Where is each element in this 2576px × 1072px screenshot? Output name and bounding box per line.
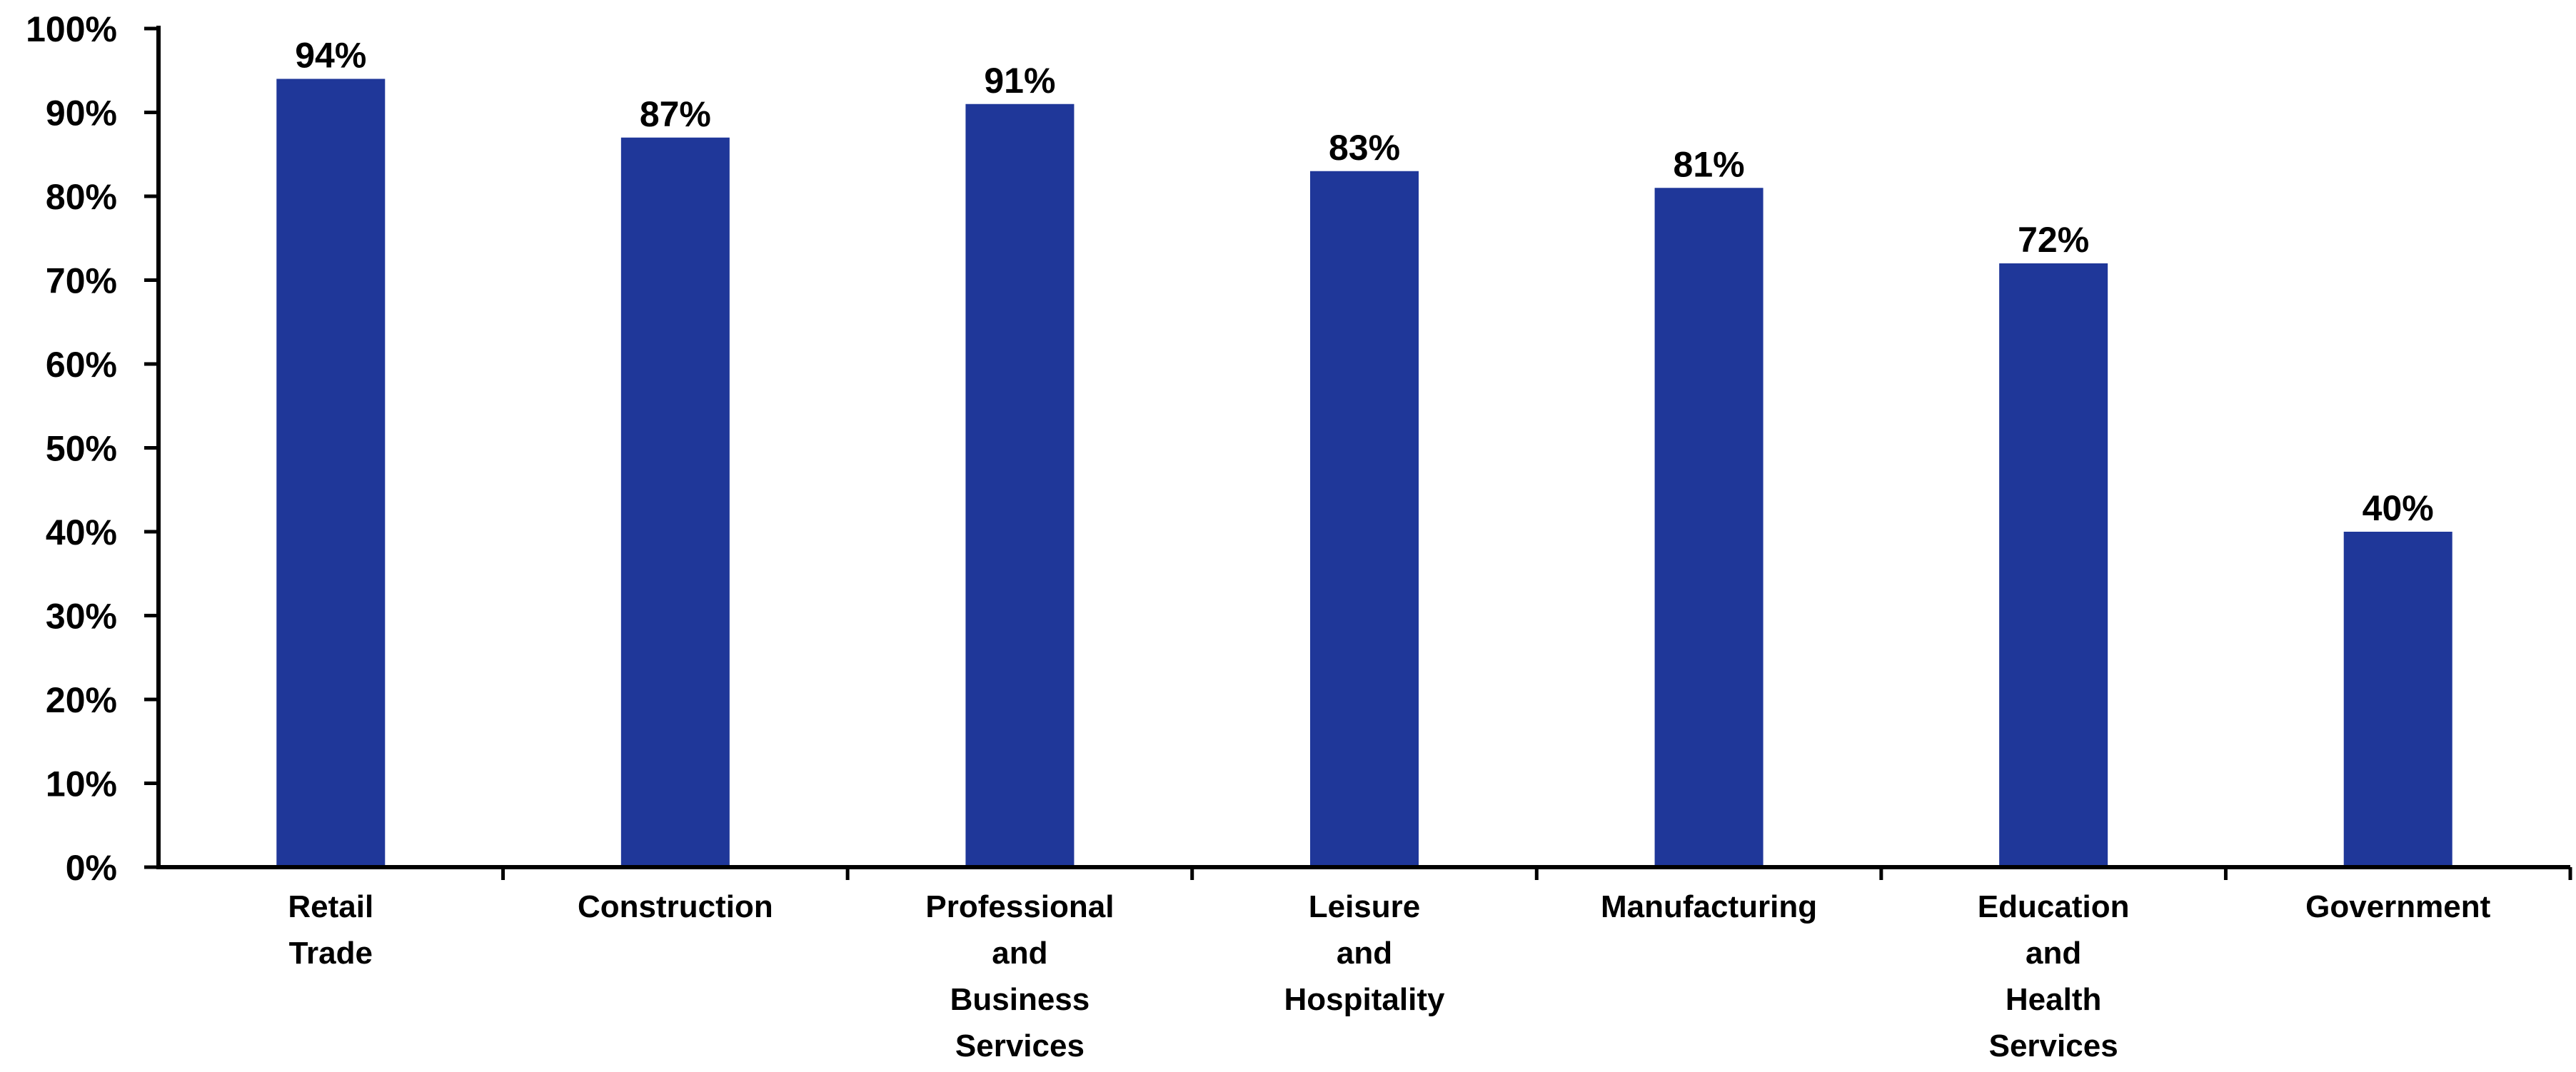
x-category-label-line: Trade — [289, 936, 373, 971]
x-category-label: Professional and Business Services — [925, 889, 1114, 1063]
y-tick-label: 40% — [46, 512, 117, 552]
x-category-label-line: and — [1337, 936, 1392, 971]
data-labels: 94% 87% 91% 83% 81% 72% 40% — [295, 36, 2434, 529]
data-label: 94% — [295, 36, 366, 76]
y-tick-label: 30% — [46, 597, 117, 637]
data-label: 81% — [1674, 144, 1745, 184]
x-category-label-line: Business — [950, 982, 1090, 1017]
x-category-label-line: Manufacturing — [1601, 889, 1817, 924]
x-category-label: Government — [2305, 889, 2491, 924]
y-tick-label: 20% — [46, 680, 117, 720]
y-tick-label: 10% — [46, 764, 117, 804]
x-category-label: Retail Trade — [288, 889, 373, 971]
x-axis — [156, 865, 2572, 880]
y-tick-label: 80% — [46, 177, 117, 217]
data-label: 72% — [2018, 220, 2089, 260]
bar — [2343, 532, 2452, 867]
x-category-label-line: Government — [2305, 889, 2491, 924]
y-tick-label: 70% — [46, 261, 117, 301]
x-category-label-line: and — [2026, 936, 2081, 971]
x-category-label-line: Professional — [925, 889, 1114, 924]
x-category-label-line: Health — [2006, 982, 2101, 1017]
y-tick-label: 100% — [26, 9, 117, 49]
x-category-label: Leisure and Hospitality — [1284, 889, 1445, 1017]
x-category-label-line: Construction — [578, 889, 773, 924]
bar — [620, 137, 730, 867]
x-category-label: Construction — [578, 889, 773, 924]
x-category-label-line: Retail — [288, 889, 373, 924]
x-category-label: Education and Health Services — [1978, 889, 2130, 1063]
data-label: 87% — [640, 94, 711, 134]
x-category-label-line: and — [992, 936, 1047, 971]
bar — [1309, 171, 1419, 867]
bar — [276, 79, 386, 867]
y-tick-label: 90% — [46, 93, 117, 133]
y-tick-label: 0% — [66, 848, 117, 888]
x-category-label: Manufacturing — [1601, 889, 1817, 924]
bars — [276, 79, 2452, 867]
x-category-label-line: Services — [1989, 1028, 2118, 1063]
x-category-label-line: Hospitality — [1284, 982, 1445, 1017]
bar — [1999, 263, 2108, 867]
data-label: 91% — [984, 61, 1055, 101]
bar — [965, 103, 1075, 867]
category-labels: Retail Trade Construction Professional and Bu… — [288, 889, 2490, 1063]
data-label: 40% — [2363, 488, 2434, 528]
y-tick-label: 50% — [46, 429, 117, 469]
bar — [1654, 188, 1764, 867]
x-category-label-line: Leisure — [1309, 889, 1421, 924]
data-label: 83% — [1329, 128, 1400, 168]
x-category-label-line: Education — [1978, 889, 2130, 924]
y-tick-label: 60% — [46, 345, 117, 385]
x-category-label-line: Services — [955, 1028, 1085, 1063]
y-axis: 0% 10% 20% 30% 40% 50% 60% 70% 80% 90% 100% — [26, 9, 161, 888]
